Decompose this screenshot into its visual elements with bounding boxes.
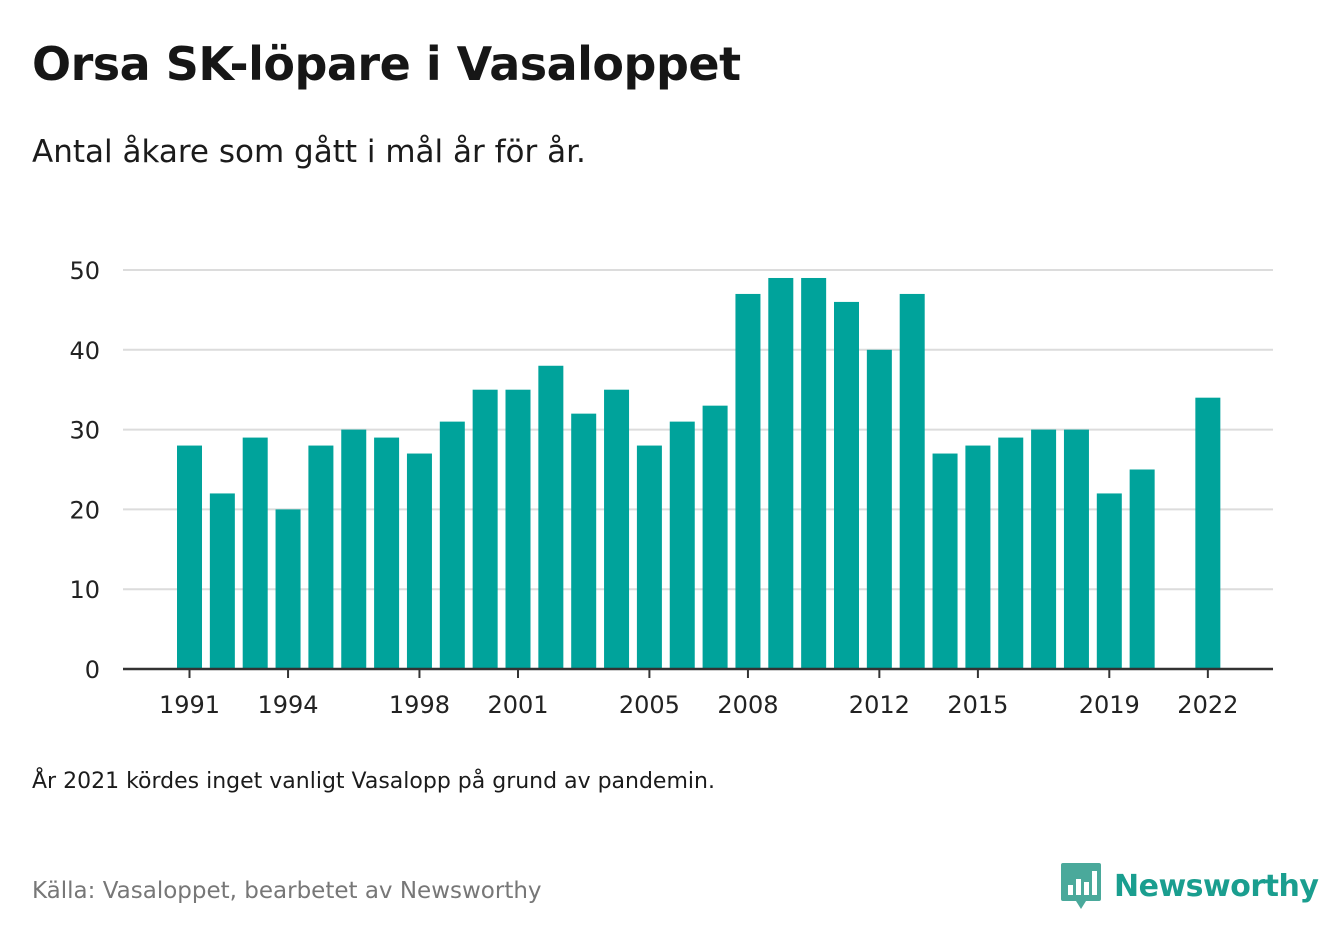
x-axis-ticks: 1991 1994 1998 2001 2005 2008 2012 2015 2019 2022 [159, 669, 1238, 719]
bar-2018 [1063, 429, 1089, 669]
x-tick-label: 2001 [487, 691, 548, 719]
bar-1992 [209, 493, 235, 669]
bar-1999 [439, 421, 465, 669]
bar-2007 [702, 405, 728, 669]
y-tick-label: 30 [69, 417, 100, 445]
bar-chart-speech-bubble-icon [1061, 863, 1101, 909]
x-tick-label: 1991 [159, 691, 220, 719]
bar-2003 [571, 413, 597, 669]
source-credit: Källa: Vasaloppet, bearbetet av Newswort… [32, 878, 542, 904]
bar-1996 [341, 429, 367, 669]
bar-1991 [177, 445, 202, 669]
bar-2020 [1129, 469, 1155, 669]
y-tick-label: 0 [85, 656, 100, 684]
bar-2010 [801, 277, 827, 669]
bar-2014 [932, 453, 958, 669]
brand-logo[interactable]: Newsworthy [1060, 860, 1319, 912]
bar-1998 [406, 453, 432, 669]
bar-2000 [472, 389, 498, 669]
footnote: År 2021 kördes inget vanligt Vasalopp på… [32, 769, 715, 794]
x-tick-label: 2022 [1177, 691, 1238, 719]
bar-2004 [604, 389, 630, 669]
y-tick-label: 40 [69, 337, 100, 365]
bar-2017 [1031, 429, 1057, 669]
bars [177, 277, 1221, 669]
bar-2022 [1195, 397, 1221, 669]
x-tick-label: 2019 [1079, 691, 1140, 719]
bar-2009 [768, 277, 794, 669]
y-tick-label: 10 [69, 576, 100, 604]
chart-title: Orsa SK-löpare i Vasaloppet [32, 37, 741, 91]
bar-2019 [1096, 493, 1122, 669]
x-tick-label: 2015 [947, 691, 1008, 719]
x-tick-label: 2008 [717, 691, 778, 719]
bar-2002 [538, 365, 564, 669]
x-tick-label: 1998 [389, 691, 450, 719]
y-tick-label: 20 [69, 496, 100, 524]
bar-2006 [669, 421, 695, 669]
bar-1997 [374, 437, 400, 669]
bar-1994 [275, 509, 301, 669]
chart-subtitle: Antal åkare som gått i mål år för år. [32, 134, 586, 170]
bar-2013 [899, 293, 925, 669]
bar-2005 [636, 445, 662, 669]
bar-2001 [505, 389, 531, 669]
bar-2016 [998, 437, 1024, 669]
bar-chart: 0 10 20 30 40 50 1991 1994 1998 2001 2005 2008 2012… [69, 257, 1273, 719]
bar-2015 [965, 445, 991, 669]
brand-name: Newsworthy [1114, 868, 1319, 904]
bar-1993 [242, 437, 268, 669]
x-tick-label: 2005 [619, 691, 680, 719]
bar-2008 [735, 293, 761, 669]
bar-1995 [308, 445, 334, 669]
bar-2012 [866, 349, 892, 669]
x-tick-label: 2012 [849, 691, 910, 719]
x-tick-label: 1994 [258, 691, 319, 719]
bar-2011 [834, 301, 859, 669]
y-axis-ticks: 0 10 20 30 40 50 [69, 257, 100, 684]
y-tick-label: 50 [69, 257, 100, 285]
